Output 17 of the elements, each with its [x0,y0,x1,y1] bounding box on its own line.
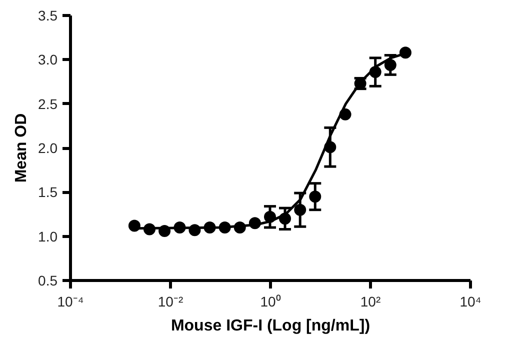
x-axis-title: Mouse IGF-I (Log [ng/mL]) [170,318,370,334]
x-tick-label: 10⁻² [158,294,184,310]
x-tick-label: 10⁻⁴ [57,294,84,310]
point [309,190,322,203]
y-tick-label: 3.5 [38,8,58,24]
y-tick-label: 1.5 [38,184,58,200]
y-tick-label: 3.0 [38,52,58,68]
x-tick-label: 10² [360,294,381,310]
y-tick-label: 1.0 [38,228,58,244]
point [294,204,306,216]
y-tick-label: 2.0 [38,140,58,156]
y-axis-title: Mean OD [13,113,30,183]
x-tick-label: 10⁴ [460,294,482,310]
y-tick-label: 0.5 [38,272,58,288]
y-tick-label: 2.5 [38,96,58,112]
x-tick-label: 10⁰ [260,294,281,310]
point [384,58,396,71]
